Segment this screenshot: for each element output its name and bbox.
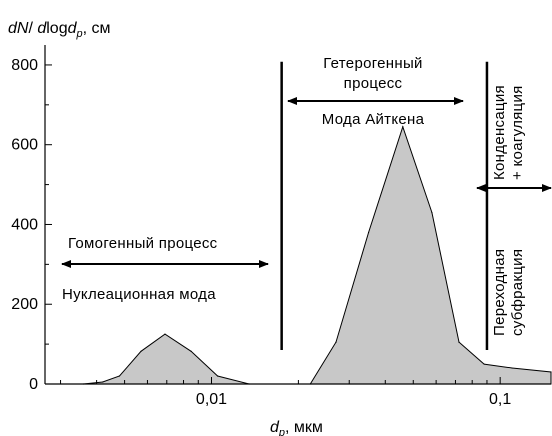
data-point — [402, 126, 404, 128]
transitional-line1: Переходная — [491, 249, 508, 336]
x-axis-title: dp, мкм — [270, 419, 323, 436]
series-area-1 — [83, 333, 250, 385]
condensation-line2: + коагуляция — [509, 85, 526, 180]
condensation-line1: Конденсация — [491, 85, 508, 180]
heterogeneous-process-line2: процесс — [344, 75, 403, 92]
nucleation-mode-label: Нуклеационная мода — [62, 286, 216, 303]
data-point — [140, 350, 142, 352]
y-axis-title: dN/ dlogdp, см — [8, 20, 111, 40]
axes — [44, 45, 551, 385]
homogeneous-process-label: Гомогенный процесс — [68, 235, 218, 252]
aitken-mode-label: Мода Айткена — [322, 111, 425, 128]
y-tick-label: 200 — [11, 296, 38, 313]
data-point — [483, 363, 485, 365]
data-point — [550, 371, 552, 373]
data-point — [164, 333, 166, 335]
y-tick-label: 800 — [11, 57, 38, 74]
data-point — [190, 350, 192, 352]
data-point — [458, 341, 460, 343]
heterogeneous-process-line1: Гетерогенный — [323, 55, 423, 72]
y-tick-label: 400 — [11, 216, 38, 233]
series-areas — [82, 125, 552, 385]
annotation-condensation: Конденсация + коагуляция Переходная субф… — [476, 85, 552, 336]
data-point — [118, 375, 121, 377]
annotation-heterogeneous: Гетерогенный процесс Мода Айткена — [287, 55, 464, 128]
data-point — [511, 367, 513, 369]
annotation-homogeneous: Гомогенный процесс Нуклеационная мода — [61, 235, 269, 303]
data-point — [367, 231, 370, 234]
y-tick-label: 0 — [29, 376, 38, 393]
data-point — [431, 211, 433, 214]
data-point — [217, 375, 219, 377]
divider-lines — [280, 61, 489, 350]
x-tick-label: 0,01 — [196, 391, 227, 408]
x-tick-label: 0,1 — [489, 391, 511, 408]
transitional-line2: субфракция — [509, 249, 526, 336]
data-point — [102, 381, 104, 383]
y-tick-label: 600 — [11, 137, 38, 154]
data-point — [335, 341, 337, 343]
ticks: 0 200 400 600 800 0,01 0,1 — [11, 57, 511, 408]
